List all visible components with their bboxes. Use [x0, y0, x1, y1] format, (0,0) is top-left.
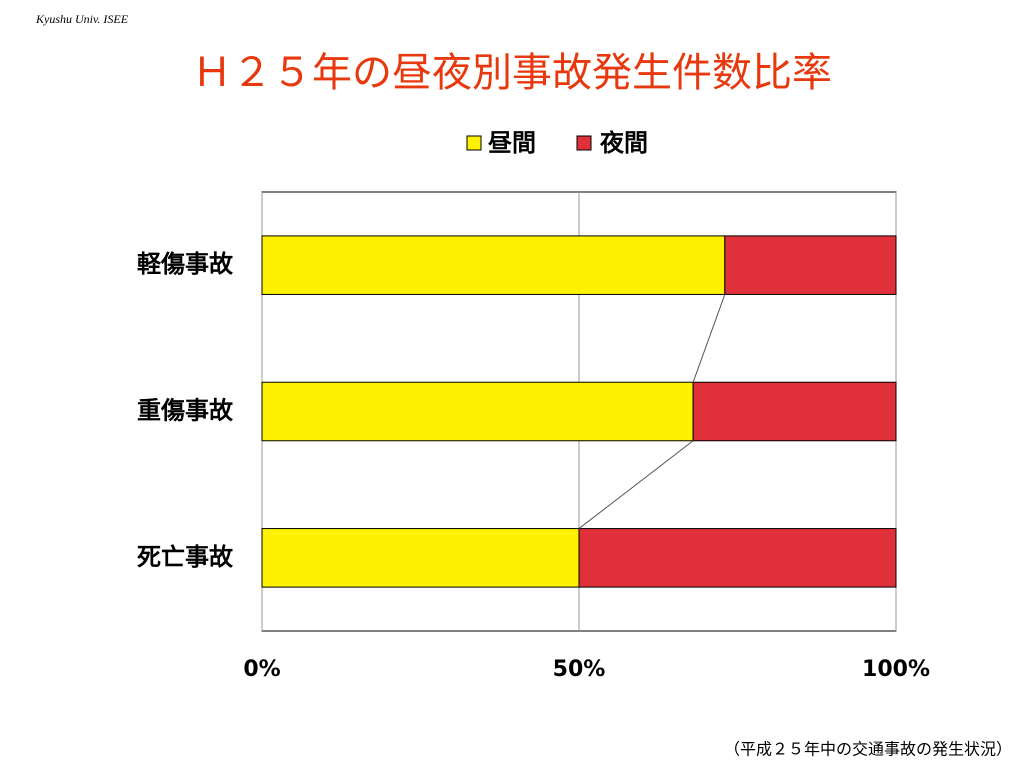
series-line: [578, 440, 694, 529]
bar-segment: [261, 528, 580, 588]
y-tick-label: 重傷事故: [137, 397, 234, 425]
legend-label: 昼間: [488, 129, 536, 157]
x-tick-label: 50%: [553, 657, 606, 682]
bar-segment: [261, 381, 694, 442]
header: Kyushu Univ. ISEE: [35, 12, 129, 26]
legend-swatch: [576, 135, 592, 151]
bar-segment: [261, 235, 726, 295]
legend-swatch: [466, 135, 482, 151]
source-note: （平成２５年中の交通事故の発生状況）: [724, 740, 1012, 759]
x-tick-label: 0%: [243, 657, 280, 682]
y-tick-label: 軽傷事故: [137, 250, 234, 278]
bar-segment: [692, 381, 897, 442]
x-tick-label: 100%: [862, 657, 930, 682]
bar-segment: [724, 235, 897, 295]
legend-label: 夜間: [599, 129, 648, 157]
series-line: [692, 294, 726, 383]
y-tick-label: 死亡事故: [137, 543, 234, 571]
bar-segment: [578, 528, 897, 588]
chart-title: Ｈ２５年の昼夜別事故発生件数比率: [192, 50, 832, 96]
